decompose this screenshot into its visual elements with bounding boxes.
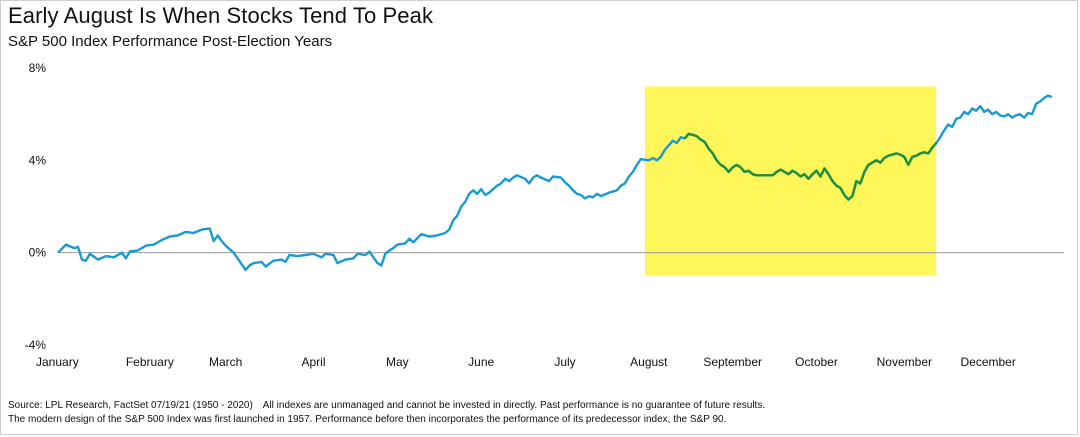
chart-footer: Source: LPL Research, FactSet 07/19/21 (…	[8, 399, 765, 427]
x-tick-label: September	[703, 355, 762, 369]
y-tick-label: 0%	[29, 246, 47, 260]
x-tick-label: July	[554, 355, 575, 369]
y-tick-label: 8%	[29, 61, 47, 75]
highlight-box	[644, 86, 937, 276]
x-tick-label: August	[630, 355, 668, 369]
x-tick-label: May	[386, 355, 409, 369]
x-tick-label: October	[795, 355, 838, 369]
y-tick-label: -4%	[25, 338, 47, 352]
methodology-note: The modern design of the S&P 500 Index w…	[8, 414, 727, 425]
disclaimer-note: All indexes are unmanaged and cannot be …	[262, 400, 766, 411]
chart-title: Early August Is When Stocks Tend To Peak	[8, 3, 434, 28]
x-tick-label: November	[877, 355, 932, 369]
chart-subtitle: S&P 500 Index Performance Post-Election …	[8, 33, 333, 50]
y-tick-label: 4%	[29, 153, 47, 167]
x-tick-label: April	[302, 355, 326, 369]
x-tick-label: January	[36, 355, 79, 369]
x-tick-label: March	[209, 355, 242, 369]
x-tick-label: February	[126, 355, 174, 369]
x-tick-label: June	[468, 355, 494, 369]
x-tick-label: December	[960, 355, 1015, 369]
source-note: Source: LPL Research, FactSet 07/19/21 (…	[8, 400, 253, 411]
highlight-series-line	[683, 132, 938, 201]
